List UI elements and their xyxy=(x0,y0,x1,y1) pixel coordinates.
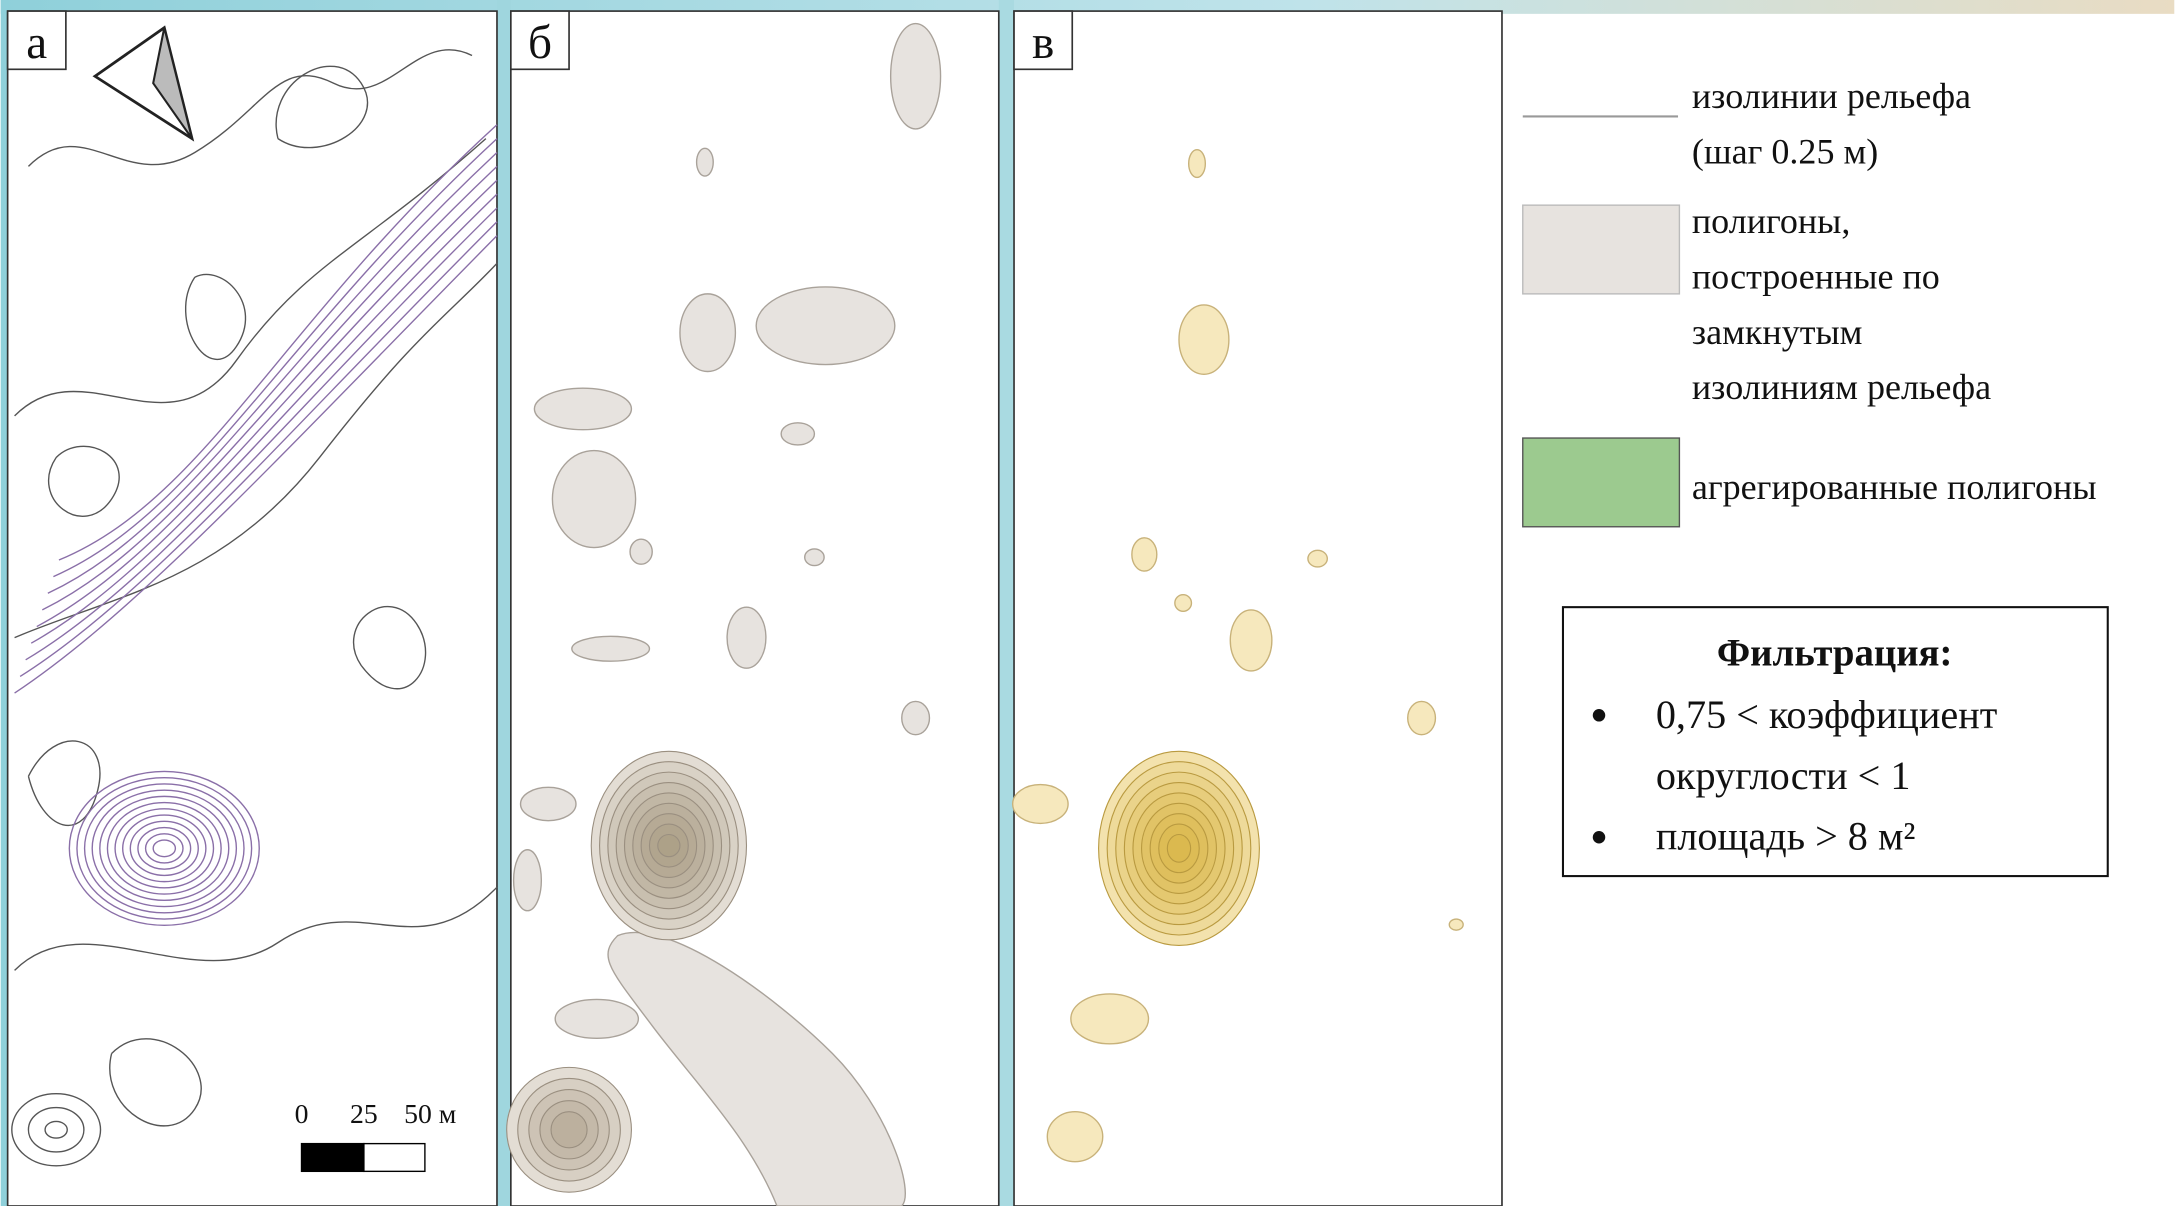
legend-label: (шаг 0.25 м) xyxy=(1692,132,1878,172)
polygon-area xyxy=(1408,701,1436,734)
scale-segment xyxy=(302,1144,364,1172)
polygon-ring xyxy=(551,1112,587,1148)
panel-label: в xyxy=(1032,17,1054,69)
polygon-area xyxy=(1189,150,1206,178)
polygon-area xyxy=(521,787,576,820)
polygon-area xyxy=(1308,550,1327,567)
polygon-area xyxy=(891,24,941,129)
panel-label: а xyxy=(26,17,47,69)
body: а б в 0 25 50 м изолинии рельефа (шаг 0.25 … xyxy=(0,0,2175,1206)
polygon-area xyxy=(756,287,895,365)
legend-swatch-green xyxy=(1523,438,1680,527)
polygon-area xyxy=(805,549,824,566)
legend-label: изолиниям рельефа xyxy=(1692,367,1991,407)
polygon-area xyxy=(1230,610,1272,671)
polygon-area xyxy=(1071,994,1149,1044)
filter-title: Фильтрация: xyxy=(1717,631,1953,674)
left-border xyxy=(1,0,8,1206)
polygon-area xyxy=(1449,919,1463,930)
gap-border xyxy=(497,0,511,1206)
legend-label: изолинии рельефа xyxy=(1692,76,1971,116)
legend-swatch-gray xyxy=(1523,205,1680,294)
bullet xyxy=(1593,831,1605,843)
polygon-area xyxy=(630,539,652,564)
polygon-area xyxy=(514,850,542,911)
polygon-area xyxy=(781,423,814,445)
scale-label: 50 м xyxy=(404,1098,456,1129)
legend-label: замкнутым xyxy=(1692,312,1863,352)
figure: а б в 0 25 50 м изолинии рельефа (шаг 0.25 … xyxy=(0,0,2175,1206)
gap-border xyxy=(999,0,1014,1206)
polygon-area xyxy=(572,636,650,661)
legend-label: агрегированные полигоны xyxy=(1692,467,2097,507)
panel-label: б xyxy=(528,17,552,69)
polygon-area xyxy=(680,294,735,372)
polygon-ring xyxy=(1167,834,1190,862)
polygon-area xyxy=(1175,595,1192,612)
bullet xyxy=(1593,709,1605,721)
polygon-ring xyxy=(658,834,680,856)
polygon-area xyxy=(902,701,930,734)
polygon-area xyxy=(1179,305,1229,374)
polygon-area xyxy=(697,148,714,176)
legend-label: полигоны, xyxy=(1692,201,1850,241)
legend-label: построенные по xyxy=(1692,256,1940,296)
polygon-area xyxy=(1013,785,1068,824)
scale-label: 0 xyxy=(295,1098,309,1129)
filter-item: 0,75 < коэффициент xyxy=(1656,692,1997,737)
polygon-area xyxy=(534,388,631,430)
scale-label: 25 xyxy=(350,1098,378,1129)
polygon-area xyxy=(552,451,635,548)
filter-item: площадь > 8 м² xyxy=(1656,814,1916,859)
polygon-area xyxy=(727,607,766,668)
filter-box: Фильтрация: 0,75 < коэффициент округлости… xyxy=(1563,607,2108,876)
polygon-area xyxy=(1132,538,1157,571)
page: Фильтрация {"panels":[{"label":"а"},{"la… xyxy=(0,0,2175,1206)
polygon-area xyxy=(1047,1112,1102,1162)
scale-segment xyxy=(364,1144,425,1172)
filter-item: округлости < 1 xyxy=(1656,753,1911,798)
polygon-area xyxy=(555,999,638,1038)
